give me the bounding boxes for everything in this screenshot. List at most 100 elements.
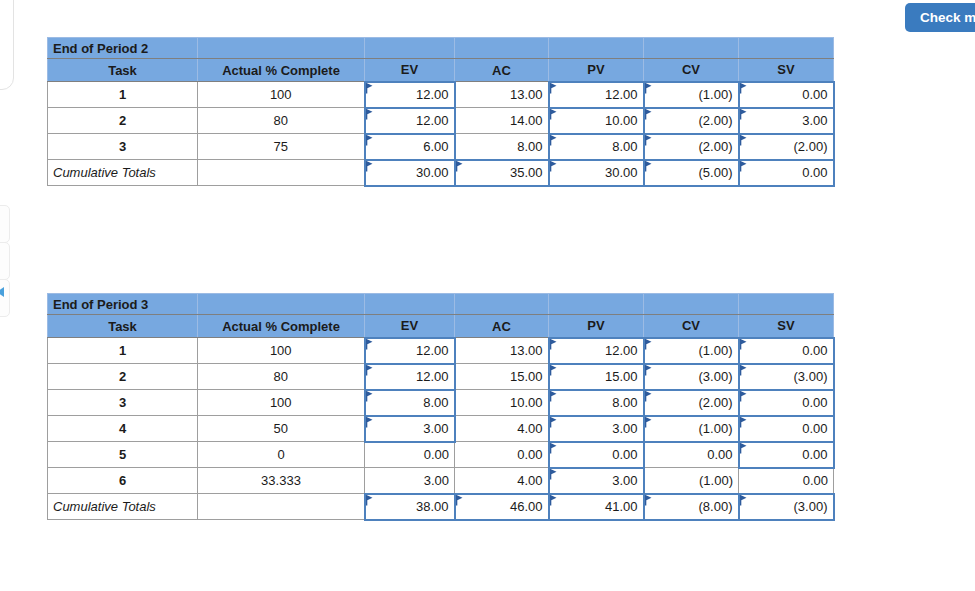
col-header-pct: Actual % Complete bbox=[198, 59, 365, 82]
pct-cell: 33.333 bbox=[198, 468, 365, 494]
cell-value: 12.00 bbox=[416, 343, 449, 358]
sv-input-cell[interactable]: 3.00 bbox=[739, 108, 834, 134]
cell-value: 6.00 bbox=[423, 139, 448, 154]
pv-input-cell[interactable]: 8.00 bbox=[549, 390, 644, 416]
ac-cell: 4.00 bbox=[455, 468, 549, 494]
cv-total-input-cell[interactable]: (8.00) bbox=[644, 494, 739, 520]
ev-input-cell[interactable]: 12.00 bbox=[365, 82, 455, 108]
cell-value: 0.00 bbox=[802, 165, 827, 180]
sv-input-cell[interactable]: 0.00 bbox=[739, 338, 834, 364]
sv-input-cell[interactable]: 0.00 bbox=[739, 82, 834, 108]
cut-off-card bbox=[0, 0, 14, 90]
sv-total-input-cell[interactable]: (3.00) bbox=[739, 494, 834, 520]
cell-flag-icon bbox=[645, 109, 652, 120]
cv-input-cell[interactable]: (2.00) bbox=[644, 390, 739, 416]
ev-input-cell[interactable]: 12.00 bbox=[365, 338, 455, 364]
cv-input-cell[interactable]: (1.00) bbox=[644, 82, 739, 108]
cell-flag-icon bbox=[740, 83, 747, 94]
pv-input-cell[interactable]: 3.00 bbox=[549, 416, 644, 442]
ac-total-input-cell[interactable]: 46.00 bbox=[455, 494, 549, 520]
ev-input-cell[interactable]: 6.00 bbox=[365, 134, 455, 160]
pct-cell: 0 bbox=[198, 442, 365, 468]
pv-input-cell[interactable]: 8.00 bbox=[549, 134, 644, 160]
cell-value: (2.00) bbox=[794, 139, 828, 154]
cell-value: 12.00 bbox=[605, 87, 638, 102]
cell-value: 3.00 bbox=[802, 113, 827, 128]
col-header-pct: Actual % Complete bbox=[198, 315, 365, 338]
totals-label-cell: Cumulative Totals bbox=[48, 494, 198, 520]
ac-total-input-cell[interactable]: 35.00 bbox=[455, 160, 549, 186]
sv-input-cell[interactable]: 0.00 bbox=[739, 416, 834, 442]
task-cell: 2 bbox=[48, 364, 198, 390]
col-header-pv: PV bbox=[549, 59, 644, 82]
task-cell: 1 bbox=[48, 338, 198, 364]
sv-cell: 0.00 bbox=[739, 468, 834, 494]
cell-flag-icon bbox=[366, 83, 373, 94]
pv-input-cell[interactable]: 10.00 bbox=[549, 108, 644, 134]
pv-total-input-cell[interactable]: 41.00 bbox=[549, 494, 644, 520]
ev-input-cell[interactable]: 8.00 bbox=[365, 390, 455, 416]
sv-total-input-cell[interactable]: 0.00 bbox=[739, 160, 834, 186]
pv-input-cell[interactable]: 0.00 bbox=[549, 442, 644, 468]
cell-value: 12.00 bbox=[416, 369, 449, 384]
table-title-row: End of Period 3 bbox=[48, 294, 834, 315]
cell-value: 30.00 bbox=[605, 165, 638, 180]
ac-cell: 0.00 bbox=[455, 442, 549, 468]
side-panel-stack bbox=[0, 206, 10, 317]
side-panel-item bbox=[0, 242, 10, 280]
column-header-row: Task Actual % Complete EV AC PV CV SV bbox=[48, 315, 834, 338]
title-spacer-cell bbox=[198, 294, 365, 315]
table-row: 1 100 12.00 13.00 12.00 (1.00) 0.00 bbox=[48, 338, 834, 364]
cell-value: 8.00 bbox=[612, 395, 637, 410]
cell-value: 3.00 bbox=[612, 421, 637, 436]
sv-input-cell[interactable]: 0.00 bbox=[739, 390, 834, 416]
cv-total-input-cell[interactable]: (5.00) bbox=[644, 160, 739, 186]
cv-input-cell[interactable]: (2.00) bbox=[644, 134, 739, 160]
col-header-ac: AC bbox=[455, 315, 549, 338]
pv-input-cell[interactable]: 15.00 bbox=[549, 364, 644, 390]
cell-value: (2.00) bbox=[699, 395, 733, 410]
pv-input-cell[interactable]: 12.00 bbox=[549, 82, 644, 108]
sv-input-cell[interactable]: (3.00) bbox=[739, 364, 834, 390]
cv-input-cell[interactable]: (1.00) bbox=[644, 416, 739, 442]
cell-value: (2.00) bbox=[699, 139, 733, 154]
cell-value: 0.00 bbox=[612, 447, 637, 462]
col-header-ev: EV bbox=[365, 315, 455, 338]
cv-input-cell[interactable]: (1.00) bbox=[644, 338, 739, 364]
task-cell: 3 bbox=[48, 134, 198, 160]
cv-input-cell[interactable]: (2.00) bbox=[644, 108, 739, 134]
cell-flag-icon bbox=[740, 339, 747, 350]
cell-value: 10.00 bbox=[605, 113, 638, 128]
title-spacer-cell bbox=[644, 294, 739, 315]
ev-input-cell[interactable]: 12.00 bbox=[365, 364, 455, 390]
ev-input-cell[interactable]: 12.00 bbox=[365, 108, 455, 134]
sv-input-cell[interactable]: 0.00 bbox=[739, 442, 834, 468]
cell-flag-icon bbox=[550, 417, 557, 428]
totals-row: Cumulative Totals 38.00 46.00 41.00 (8.0… bbox=[48, 494, 834, 520]
ev-input-cell[interactable]: 3.00 bbox=[365, 416, 455, 442]
check-work-button[interactable]: Check m bbox=[905, 3, 975, 32]
col-header-sv: SV bbox=[739, 59, 834, 82]
ev-cell: 3.00 bbox=[365, 468, 455, 494]
cell-value: 35.00 bbox=[510, 165, 543, 180]
pv-input-cell[interactable]: 3.00 bbox=[549, 468, 644, 494]
title-spacer-cell bbox=[739, 294, 834, 315]
task-cell: 3 bbox=[48, 390, 198, 416]
pv-total-input-cell[interactable]: 30.00 bbox=[549, 160, 644, 186]
cell-value: 0.00 bbox=[802, 343, 827, 358]
cell-flag-icon bbox=[740, 365, 747, 376]
cell-value: 8.00 bbox=[423, 395, 448, 410]
pv-input-cell[interactable]: 12.00 bbox=[549, 338, 644, 364]
pct-cell: 100 bbox=[198, 390, 365, 416]
task-cell: 1 bbox=[48, 82, 198, 108]
task-cell: 4 bbox=[48, 416, 198, 442]
sv-input-cell[interactable]: (2.00) bbox=[739, 134, 834, 160]
task-cell: 6 bbox=[48, 468, 198, 494]
ev-total-input-cell[interactable]: 38.00 bbox=[365, 494, 455, 520]
cv-input-cell[interactable]: (3.00) bbox=[644, 364, 739, 390]
ev-total-input-cell[interactable]: 30.00 bbox=[365, 160, 455, 186]
cell-value: 8.00 bbox=[612, 139, 637, 154]
col-header-task: Task bbox=[48, 59, 198, 82]
cv-cell: (1.00) bbox=[644, 468, 739, 494]
cell-value: 0.00 bbox=[802, 87, 827, 102]
